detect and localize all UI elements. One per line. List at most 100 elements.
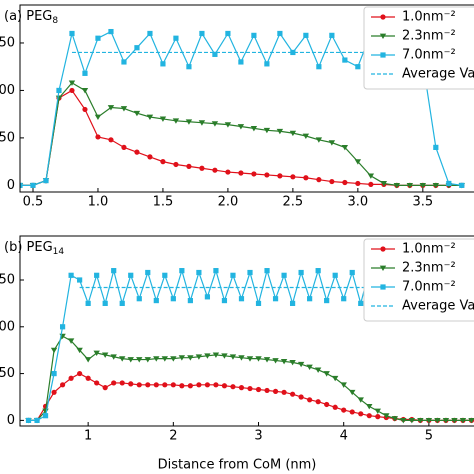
marker [425, 417, 433, 424]
marker [119, 356, 126, 362]
x-tick-label: 2 [169, 429, 177, 444]
marker [433, 144, 439, 150]
marker [281, 272, 287, 278]
marker [204, 382, 211, 388]
panel-label-text: (b) PEG [4, 240, 53, 255]
series-line [28, 335, 472, 421]
marker [329, 178, 335, 185]
marker [94, 114, 102, 121]
marker [69, 87, 75, 94]
legend-marker [379, 33, 387, 39]
legend-marker [379, 265, 387, 271]
marker [211, 121, 219, 127]
marker [51, 389, 57, 395]
marker [349, 389, 356, 396]
marker [272, 358, 279, 364]
marker [178, 355, 186, 361]
marker [230, 272, 236, 278]
x-tick-label: 1 [84, 429, 92, 444]
marker [160, 159, 166, 165]
marker [186, 64, 192, 70]
marker [263, 357, 271, 363]
marker [147, 154, 153, 160]
marker [204, 353, 211, 359]
marker [225, 30, 231, 37]
legend-marker [380, 14, 386, 20]
marker [250, 126, 258, 132]
panel-label-text: (a) PEG [4, 9, 52, 24]
marker [108, 137, 114, 143]
marker [121, 144, 127, 150]
marker [289, 130, 297, 137]
marker [468, 417, 474, 424]
marker [264, 61, 270, 67]
y-tick-label: 50 [0, 366, 15, 381]
marker [199, 165, 205, 171]
marker [247, 385, 253, 392]
marker [111, 268, 117, 274]
marker [84, 357, 92, 363]
marker [187, 383, 193, 389]
marker [153, 297, 159, 304]
marker [85, 300, 91, 306]
marker [380, 181, 388, 187]
marker [82, 106, 88, 113]
marker [127, 357, 134, 363]
marker [357, 397, 364, 403]
marker [134, 45, 140, 51]
marker [95, 134, 101, 140]
marker [355, 180, 361, 187]
marker [213, 382, 219, 388]
marker [251, 171, 257, 177]
marker [247, 269, 253, 276]
marker [196, 269, 202, 276]
marker [144, 357, 151, 363]
marker [298, 269, 304, 276]
marker [121, 59, 127, 65]
marker [81, 88, 89, 94]
marker [59, 382, 66, 388]
marker [179, 383, 185, 389]
marker [315, 268, 321, 274]
marker [221, 353, 228, 359]
marker [446, 180, 452, 187]
marker [77, 277, 83, 283]
marker [323, 371, 330, 377]
marker [159, 116, 167, 122]
legend-marker [380, 246, 386, 252]
marker [42, 413, 49, 419]
x-tick-label: 3.0 [348, 195, 369, 210]
marker [170, 382, 176, 388]
marker [94, 380, 100, 386]
marker [366, 413, 372, 419]
marker [95, 35, 101, 41]
marker [434, 417, 441, 424]
marker [145, 269, 151, 276]
marker [238, 296, 245, 302]
marker [213, 268, 219, 274]
x-tick-label: 3 [254, 429, 262, 444]
marker [341, 296, 347, 302]
marker [332, 404, 338, 410]
marker [195, 354, 203, 360]
marker [238, 385, 245, 391]
legend-label: 2.3nm⁻² [402, 261, 456, 276]
marker [354, 159, 362, 165]
marker [255, 386, 262, 393]
marker [221, 297, 228, 304]
marker [237, 124, 245, 130]
marker [199, 30, 205, 37]
marker [406, 182, 414, 189]
marker [128, 381, 134, 387]
marker [459, 182, 465, 188]
panel-label: (a) PEG8 [4, 9, 58, 26]
x-tick-label: 0.5 [23, 195, 44, 210]
marker [264, 172, 270, 178]
marker [170, 296, 176, 302]
marker [224, 122, 232, 128]
marker [229, 354, 237, 360]
marker [119, 300, 125, 306]
marker [374, 408, 381, 415]
marker [136, 296, 142, 302]
marker [160, 61, 166, 67]
